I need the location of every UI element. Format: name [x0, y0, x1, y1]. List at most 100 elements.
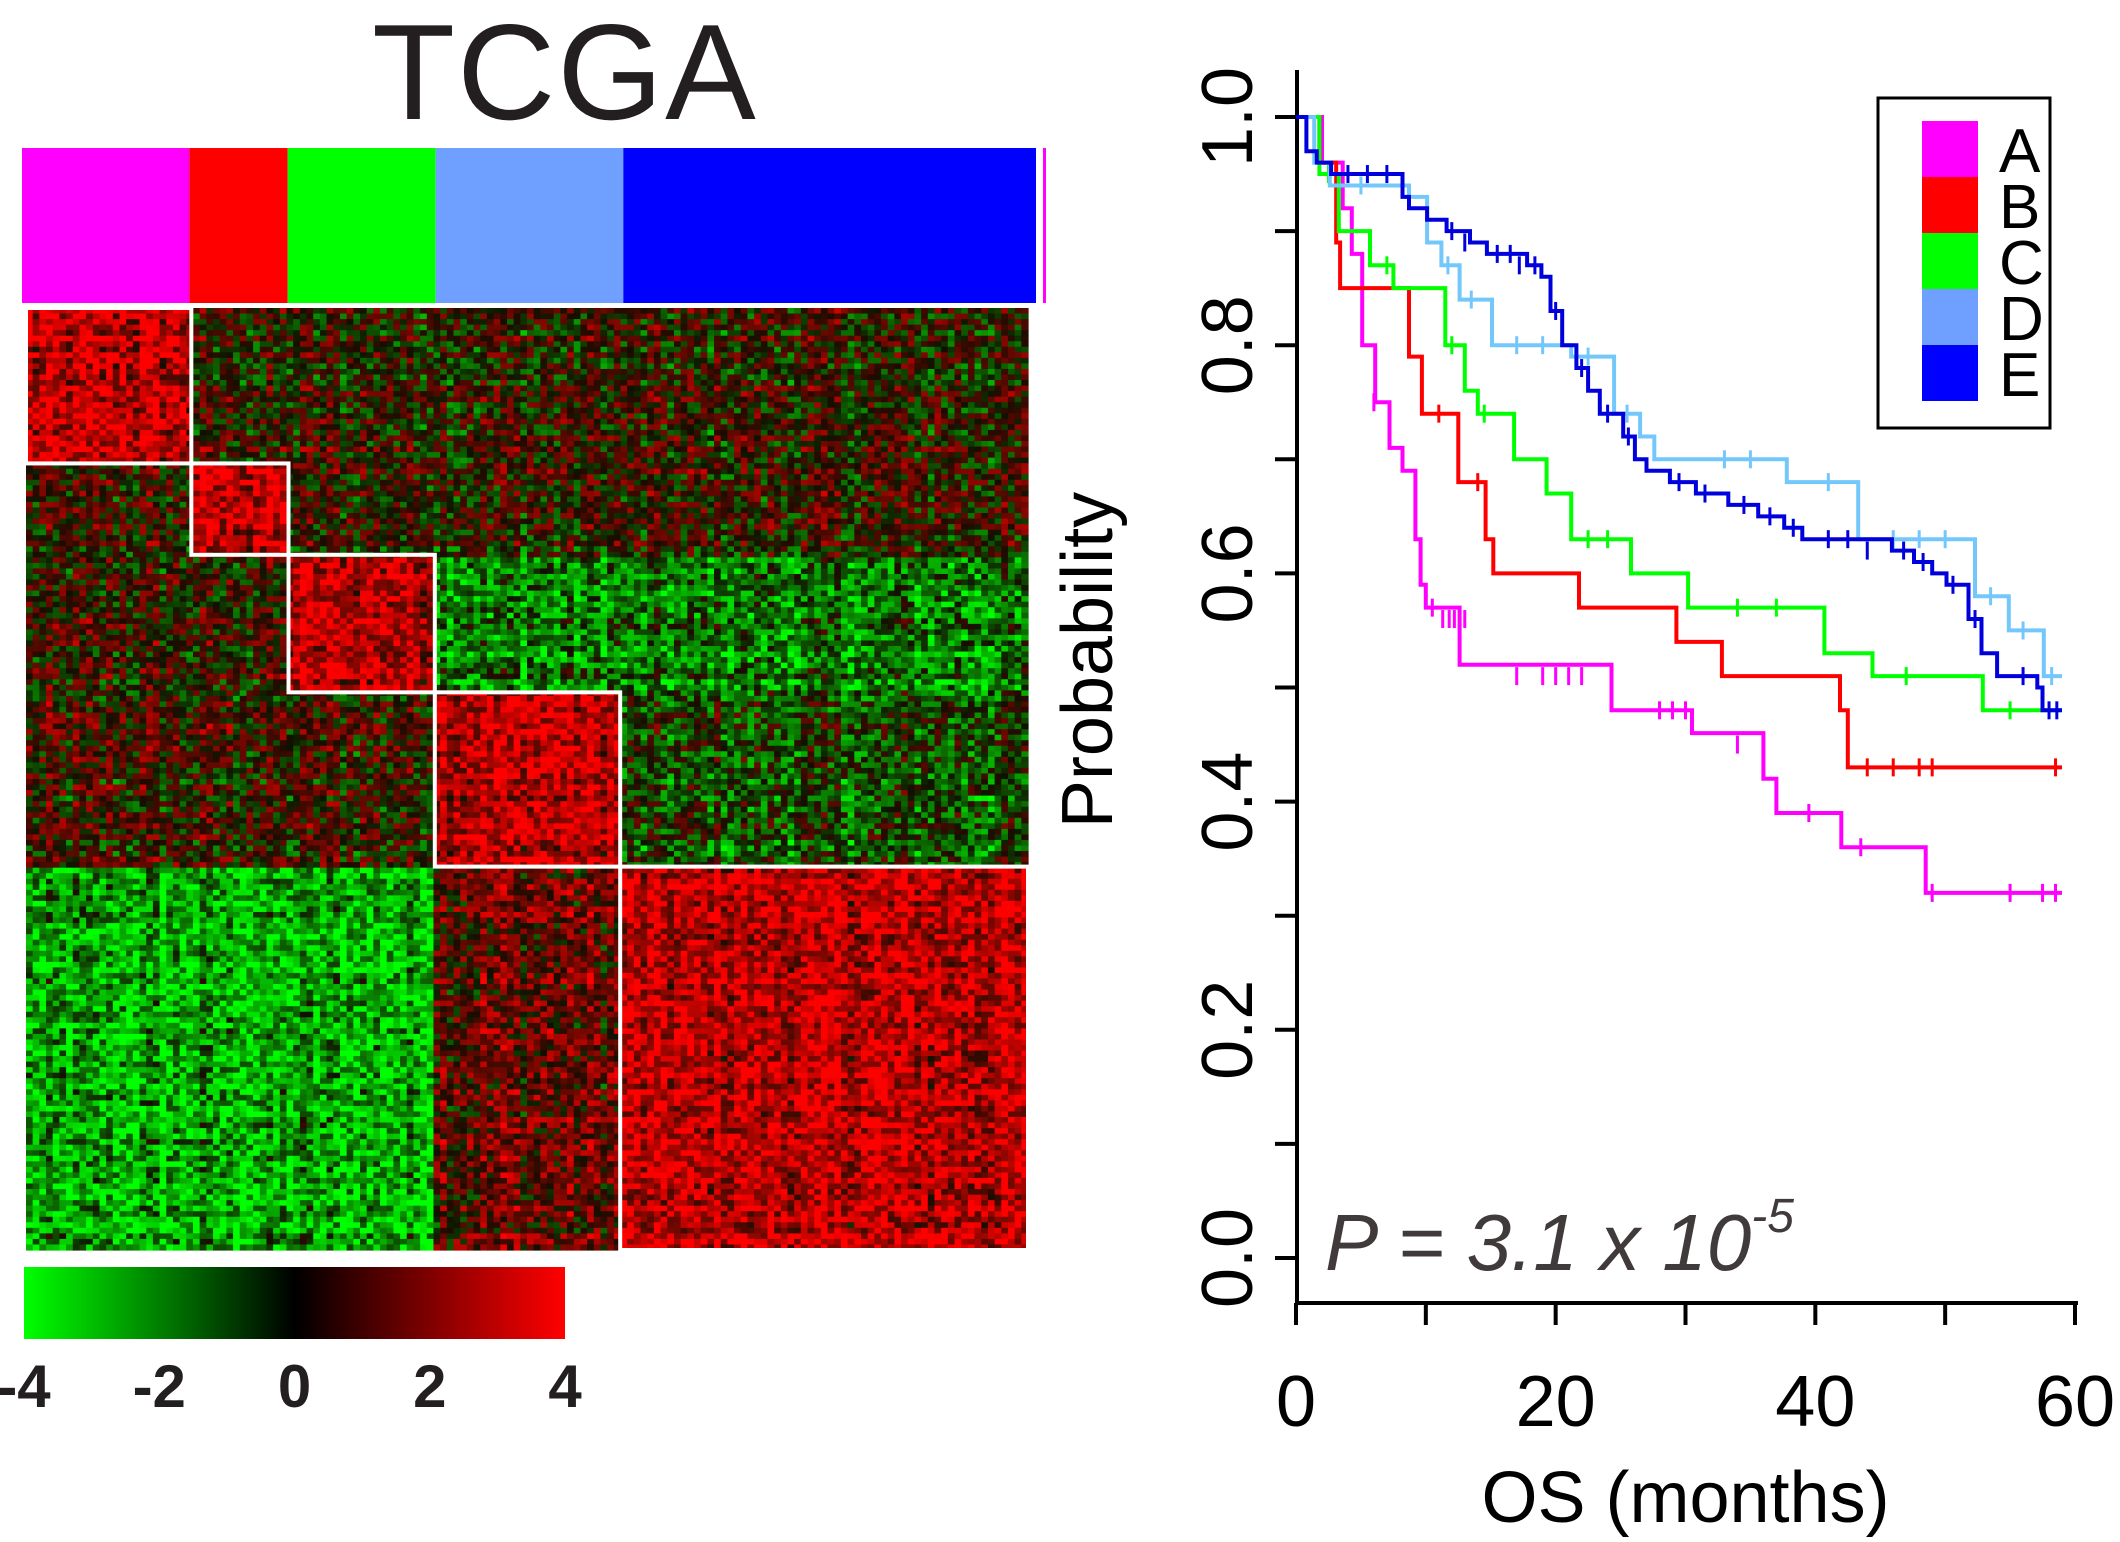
heatmap-cell — [46, 601, 54, 608]
heatmap-cell — [52, 1083, 60, 1090]
heatmap-cell — [52, 1150, 60, 1157]
heatmap-cell — [32, 490, 40, 497]
heatmap-cell — [32, 1122, 40, 1129]
heatmap-cell — [59, 402, 67, 409]
heatmap-cell — [32, 518, 40, 525]
heatmap-cell — [46, 496, 54, 503]
heatmap-cell — [32, 612, 40, 619]
heatmap-cell — [46, 895, 54, 902]
heatmap-cell — [59, 1144, 67, 1151]
heatmap-cell — [26, 396, 34, 403]
heatmap-cell — [39, 923, 47, 930]
annotation-tick — [241, 303, 244, 309]
heatmap-cell — [39, 884, 47, 891]
heatmap-cell — [59, 1061, 67, 1068]
heatmap-cell — [39, 806, 47, 813]
heatmap-cell — [59, 751, 67, 758]
heatmap-cell — [26, 718, 34, 725]
heatmap-cell — [39, 823, 47, 830]
annotation-tick — [353, 303, 356, 309]
heatmap-cell — [59, 884, 67, 891]
heatmap-cell — [26, 657, 34, 664]
heatmap-cell — [26, 352, 34, 359]
heatmap-cell — [52, 740, 60, 747]
heatmap-cell — [59, 435, 67, 442]
heatmap-cell — [32, 657, 40, 664]
heatmap-cell — [52, 562, 60, 570]
heatmap-cell — [46, 607, 54, 614]
heatmap-cell — [52, 341, 60, 348]
heatmap-cell — [59, 623, 67, 630]
heatmap-cell — [39, 634, 47, 642]
heatmap-cell — [46, 862, 54, 869]
heatmap-cell — [52, 989, 60, 996]
heatmap-cell — [39, 418, 47, 425]
heatmap-cell — [26, 734, 34, 741]
annotation-tick — [575, 303, 578, 309]
heatmap-cell — [46, 1067, 54, 1074]
heatmap-cell — [39, 917, 47, 924]
heatmap-cell — [52, 906, 60, 913]
heatmap-cell — [32, 967, 40, 974]
heatmap-cell — [39, 640, 47, 647]
cluster-bar-B — [189, 148, 288, 303]
heatmap-cell — [26, 767, 34, 775]
heatmap-cell — [26, 1072, 34, 1079]
heatmap-cell — [39, 657, 47, 664]
heatmap-cell — [39, 961, 47, 968]
heatmap-cell — [52, 984, 60, 991]
heatmap-cell — [66, 618, 74, 625]
heatmap-cell — [66, 601, 74, 608]
heatmap-cell — [59, 662, 67, 669]
heatmap-cell — [32, 923, 40, 930]
heatmap-cell — [52, 834, 60, 841]
heatmap-cell — [39, 1139, 47, 1146]
heatmap-cell — [39, 734, 47, 741]
heatmap-cell — [39, 1061, 47, 1068]
heatmap-cell — [46, 934, 54, 941]
heatmap-cell — [32, 828, 40, 836]
heatmap-cell — [59, 701, 67, 708]
heatmap-cell — [59, 690, 67, 697]
heatmap-cell — [59, 1067, 67, 1074]
heatmap-cell — [39, 773, 47, 780]
heatmap-cell — [39, 706, 47, 714]
heatmap-cell — [52, 485, 60, 492]
heatmap-cell — [52, 695, 60, 703]
heatmap-cell — [32, 939, 40, 946]
heatmap-cell — [52, 368, 60, 376]
heatmap-cell — [39, 490, 47, 497]
heatmap-cell — [32, 568, 40, 575]
heatmap-cell — [46, 967, 54, 974]
heatmap-cell — [39, 795, 47, 802]
heatmap-cell — [46, 330, 54, 337]
heatmap-cell — [26, 535, 34, 542]
heatmap-cell — [52, 928, 60, 935]
heatmap-cell — [52, 435, 60, 442]
heatmap-cell — [39, 934, 47, 941]
heatmap-cell — [59, 308, 67, 315]
heatmap-cell — [52, 1050, 60, 1057]
heatmap-cell — [39, 463, 47, 470]
heatmap-cell — [66, 607, 74, 614]
heatmap-cell — [46, 756, 54, 763]
heatmap-cell — [66, 585, 74, 592]
heatmap-cell — [46, 851, 54, 858]
heatmap-cell — [52, 424, 60, 431]
heatmap-cell — [32, 989, 40, 996]
heatmap-cell — [59, 562, 67, 570]
annotation-tick — [723, 303, 726, 309]
heatmap-cell — [26, 706, 34, 714]
heatmap-cell — [26, 330, 34, 337]
heatmap-cell — [59, 396, 67, 403]
heatmap-cell — [66, 385, 74, 392]
heatmap-cell — [59, 878, 67, 885]
heatmap-cell — [26, 357, 34, 365]
heatmap-cell — [26, 313, 34, 320]
heatmap-cell — [59, 440, 67, 448]
heatmap-cell — [39, 862, 47, 869]
heatmap-cell — [46, 1089, 54, 1096]
heatmap-cell — [66, 352, 74, 359]
heatmap-cell — [52, 806, 60, 813]
annotation-tick — [390, 303, 393, 309]
